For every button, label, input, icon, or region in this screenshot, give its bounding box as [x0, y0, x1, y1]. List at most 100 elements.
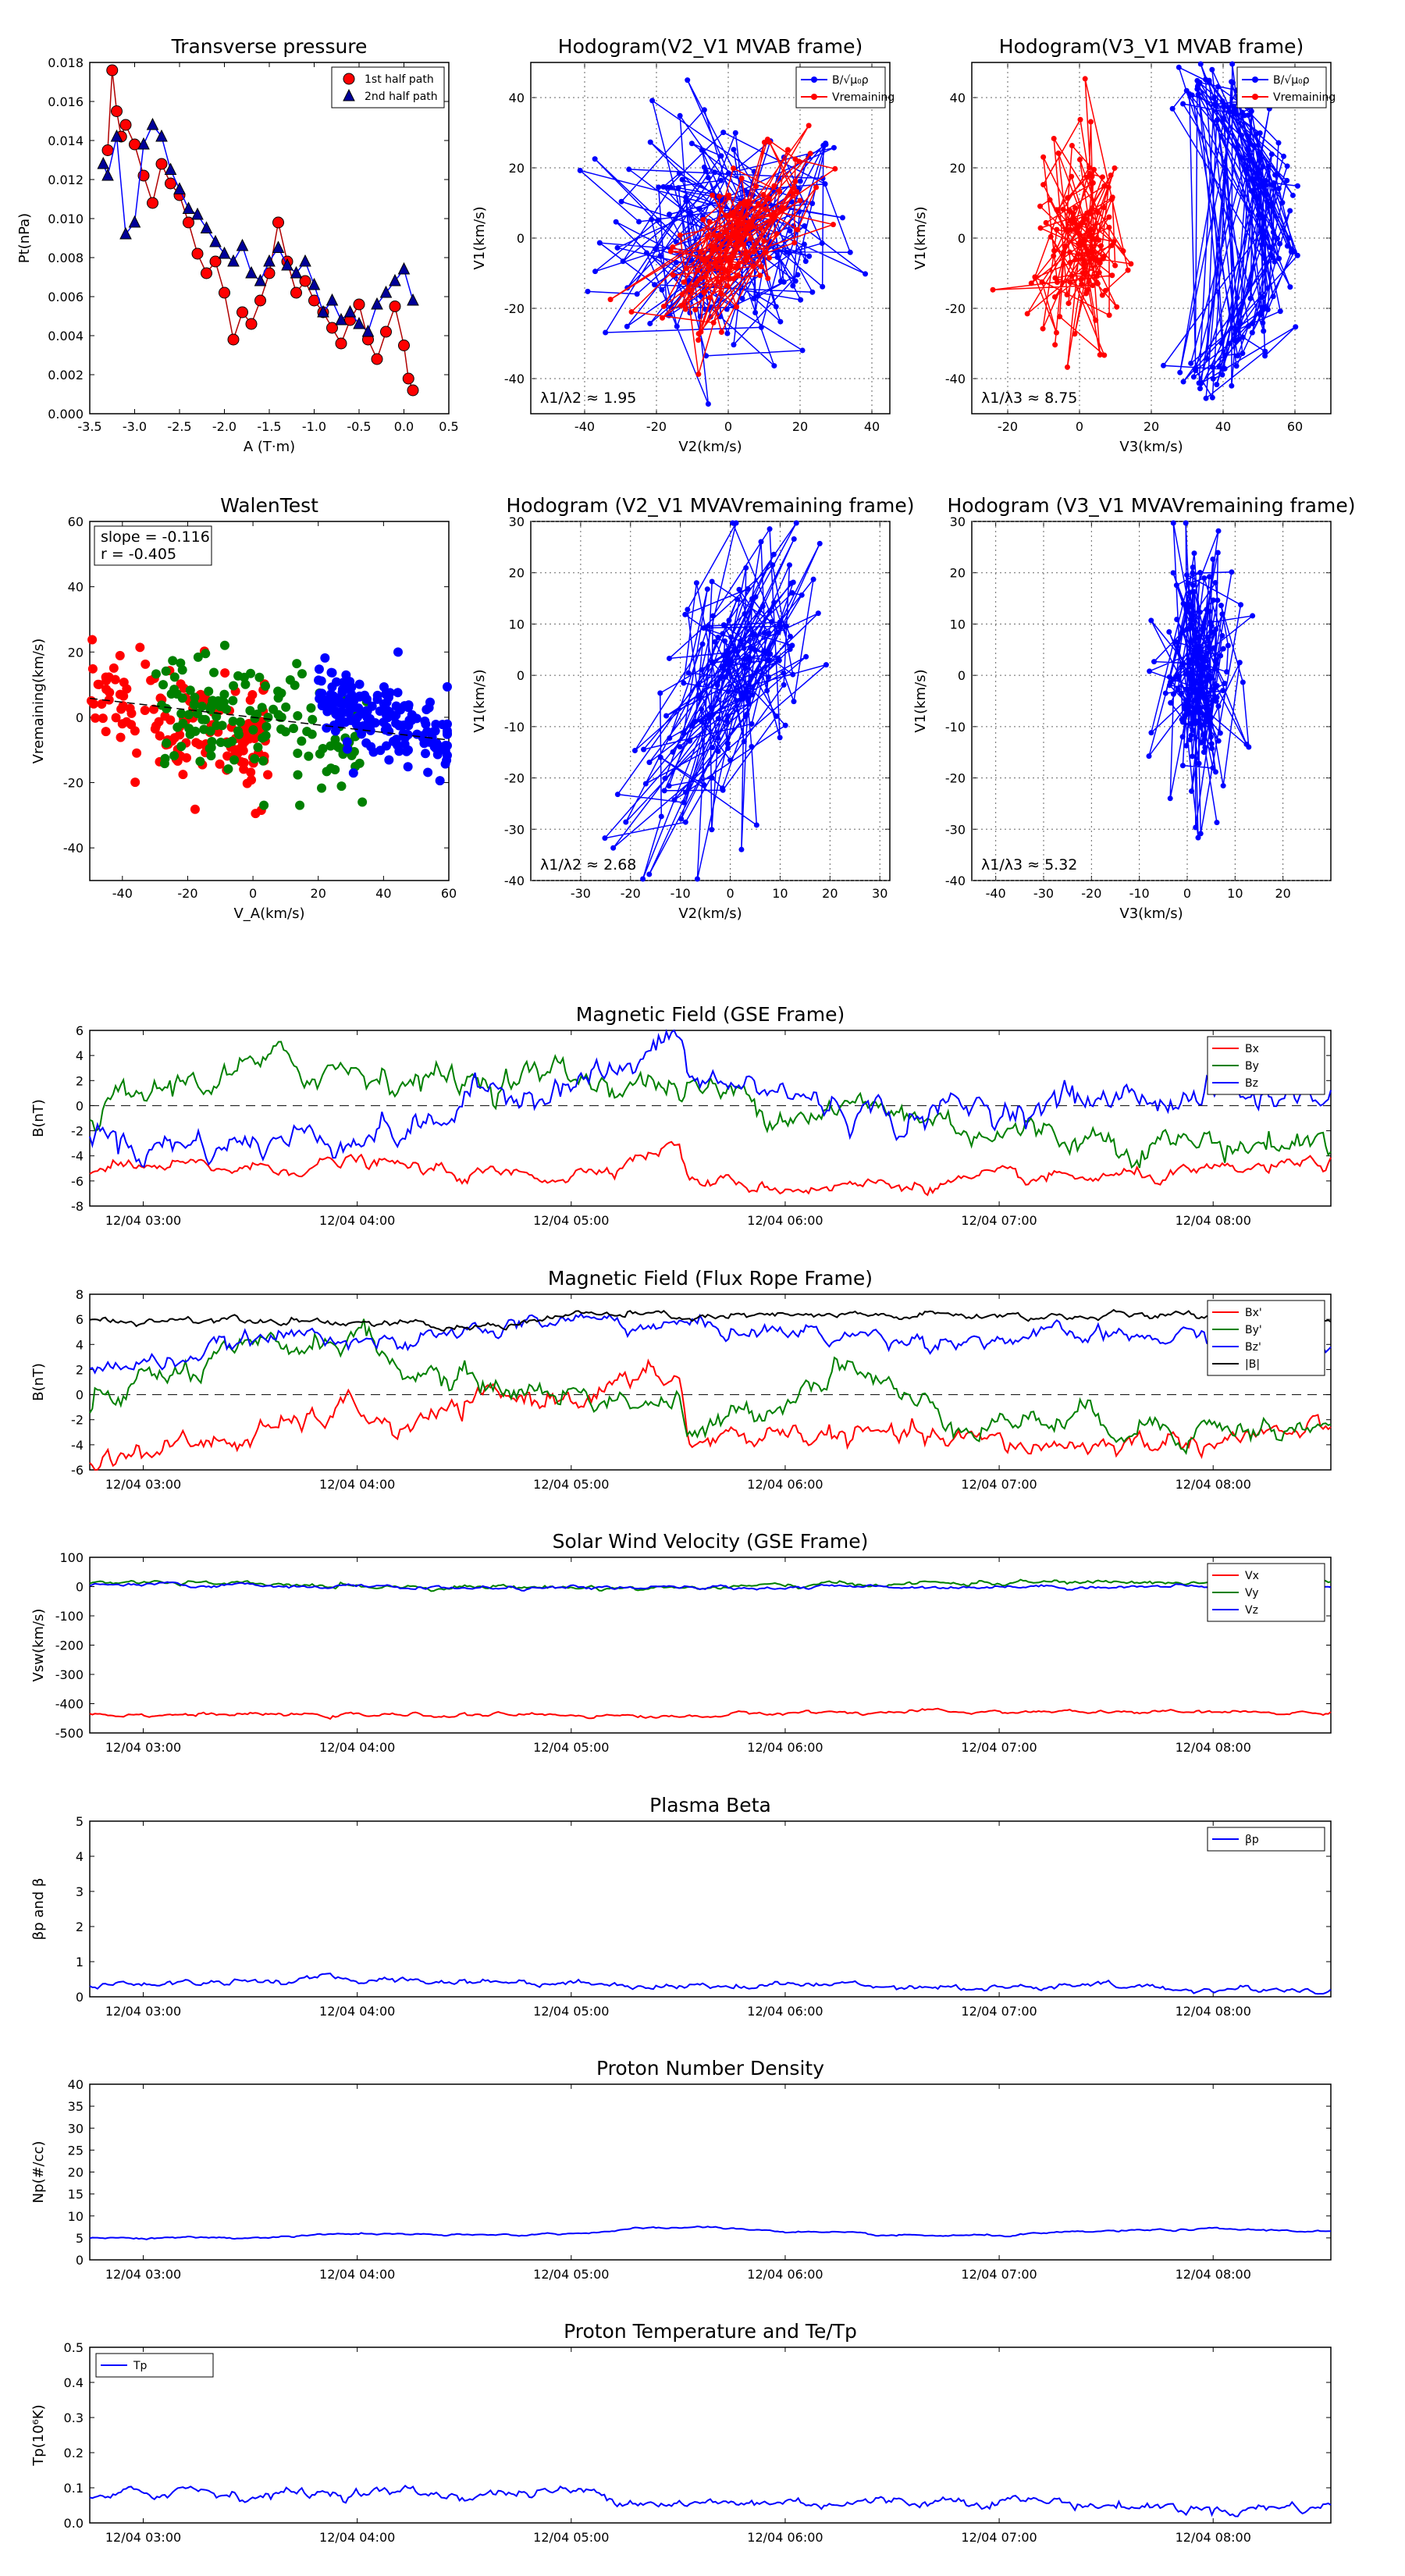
legend-label: Bz' — [1245, 1341, 1261, 1354]
data-point — [738, 690, 744, 696]
chart-h2: Hodogram(V3_V1 MVAB frame) -20 0 20 40 60 -40 -… — [912, 35, 1336, 455]
chart-title: Hodogram(V3_V1 MVAB frame) — [999, 35, 1304, 58]
data-point — [682, 306, 688, 312]
x-tick-label: -3.5 — [77, 419, 101, 434]
data-point — [592, 269, 599, 275]
data-point — [245, 265, 258, 279]
data-point — [661, 788, 667, 794]
legend-label: 1st half path — [365, 73, 434, 86]
data-point — [733, 265, 739, 271]
data-point — [1180, 379, 1186, 385]
data-point — [1259, 241, 1265, 247]
y-tick-label: 40 — [950, 91, 966, 105]
data-point — [272, 216, 284, 229]
data-point — [712, 169, 718, 176]
data-point — [190, 692, 200, 703]
x-tick-label: -10 — [670, 886, 691, 901]
x-tick-label: 12/04 06:00 — [747, 1477, 823, 1492]
data-point — [302, 726, 312, 736]
data-point — [810, 576, 816, 582]
data-point — [336, 781, 347, 792]
data-point — [116, 732, 126, 742]
data-point — [1212, 666, 1218, 672]
data-point — [1201, 721, 1208, 728]
data-point — [631, 747, 638, 753]
y-tick-label: 35 — [68, 2099, 84, 2114]
data-point — [1269, 182, 1275, 188]
data-point — [745, 653, 752, 660]
data-point — [705, 174, 711, 180]
annotation-text: λ1/λ2 ≈ 2.68 — [540, 856, 636, 873]
data-point — [1101, 183, 1108, 189]
x-tick-label: 20 — [1275, 886, 1290, 901]
data-point — [801, 241, 807, 247]
data-point — [372, 690, 382, 700]
data-point — [667, 735, 673, 741]
data-point — [1186, 692, 1192, 698]
data-point — [1081, 265, 1087, 271]
data-point — [596, 240, 603, 246]
legend-label: Vz — [1245, 1604, 1258, 1617]
y-tick-label: -6 — [71, 1174, 84, 1189]
data-point — [330, 695, 340, 705]
data-point — [1167, 795, 1173, 802]
data-point — [293, 748, 303, 758]
data-point — [1260, 320, 1266, 326]
data-point — [748, 645, 754, 651]
data-point — [208, 697, 218, 707]
data-point — [701, 164, 707, 170]
data-point — [1190, 374, 1197, 380]
data-point — [122, 684, 132, 694]
data-point — [1272, 258, 1278, 265]
data-point — [1094, 280, 1101, 286]
y-axis-label: V1(km/s) — [471, 669, 488, 732]
data-point — [1182, 713, 1188, 719]
data-point — [1255, 142, 1261, 148]
data-point — [758, 539, 764, 545]
data-point — [223, 764, 233, 774]
data-point — [717, 258, 724, 265]
x-tick-label: 20 — [1144, 419, 1159, 434]
data-point — [705, 233, 711, 239]
data-point — [1070, 215, 1076, 222]
series-line — [89, 1140, 1332, 1197]
data-point — [207, 736, 217, 746]
data-point — [1084, 210, 1090, 216]
data-point — [749, 224, 755, 230]
data-point — [342, 737, 352, 747]
data-point — [160, 711, 170, 721]
data-point — [1287, 284, 1293, 290]
data-point — [771, 363, 777, 369]
data-point — [155, 158, 168, 170]
data-point — [1195, 91, 1201, 98]
y-tick-label: 0.4 — [64, 2375, 84, 2390]
data-point — [308, 714, 318, 724]
data-point — [774, 713, 780, 720]
data-point — [227, 254, 240, 267]
data-point — [1166, 629, 1172, 635]
data-point — [647, 320, 653, 326]
data-point — [660, 315, 666, 321]
data-point — [695, 337, 702, 343]
data-point — [1179, 717, 1185, 723]
data-point — [1210, 375, 1216, 382]
data-point — [735, 272, 742, 278]
data-point — [723, 227, 729, 233]
data-point — [1148, 617, 1154, 624]
plot-frame — [530, 521, 891, 881]
data-point — [1256, 195, 1262, 201]
x-tick-label: -20 — [1081, 886, 1101, 901]
data-point — [218, 246, 231, 259]
data-point — [659, 286, 665, 293]
data-point — [820, 283, 826, 290]
data-point — [1238, 602, 1244, 608]
data-point — [397, 262, 411, 275]
y-tick-label: -10 — [945, 720, 966, 735]
data-point — [682, 819, 688, 825]
data-point — [135, 642, 145, 653]
legend-label: B/√μ₀ρ — [832, 74, 869, 87]
data-point — [1174, 617, 1180, 623]
data-point — [1219, 372, 1225, 378]
data-point — [670, 272, 676, 278]
data-point — [724, 247, 730, 254]
